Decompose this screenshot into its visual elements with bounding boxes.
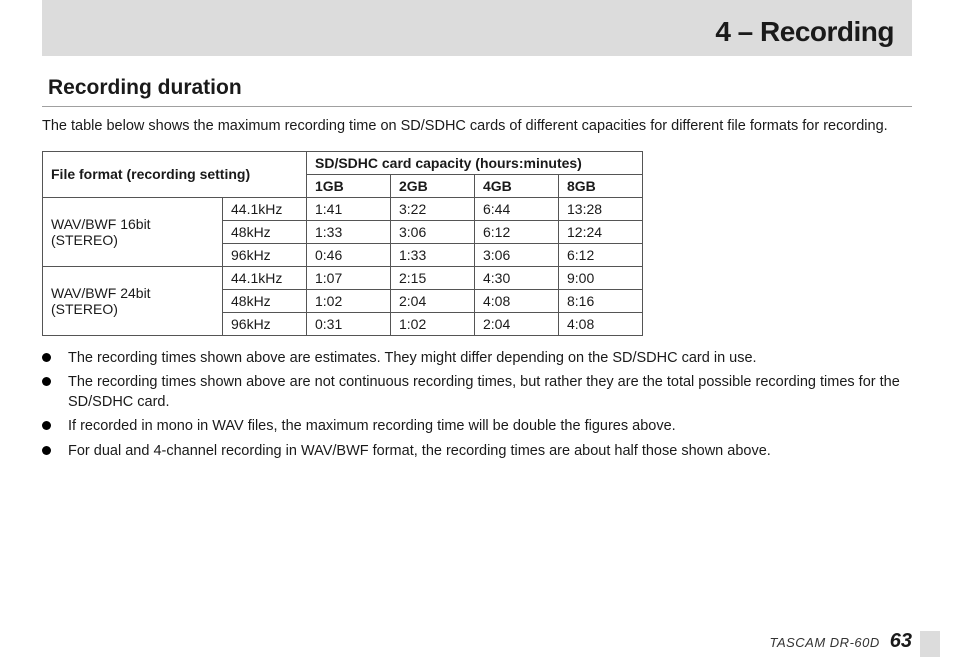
list-item: If recorded in mono in WAV files, the ma… [42, 416, 912, 436]
th-cap-2: 4GB [475, 174, 559, 197]
cell-rate: 96kHz [223, 312, 307, 335]
footer-model: TASCAM DR-60D [769, 635, 879, 650]
manual-page: 4 – Recording Recording duration The tab… [0, 0, 954, 671]
cell-val: 4:30 [475, 266, 559, 289]
cell-val: 1:02 [391, 312, 475, 335]
cell-val: 3:22 [391, 197, 475, 220]
cell-val: 13:28 [559, 197, 643, 220]
th-format: File format (recording setting) [43, 151, 307, 197]
cell-val: 4:08 [475, 289, 559, 312]
th-cap-1: 2GB [391, 174, 475, 197]
list-item: For dual and 4-channel recording in WAV/… [42, 441, 912, 461]
cell-val: 1:02 [307, 289, 391, 312]
recording-duration-table: File format (recording setting) SD/SDHC … [42, 151, 643, 336]
cell-val: 2:15 [391, 266, 475, 289]
table-header-row-1: File format (recording setting) SD/SDHC … [43, 151, 643, 174]
cell-val: 3:06 [391, 220, 475, 243]
footer-tab [920, 631, 940, 657]
cell-val: 2:04 [475, 312, 559, 335]
cell-val: 6:12 [559, 243, 643, 266]
section-title-wrap: Recording duration [42, 76, 912, 107]
bullet-icon [42, 353, 51, 362]
bullet-icon [42, 446, 51, 455]
bullet-icon [42, 377, 51, 386]
cell-val: 3:06 [475, 243, 559, 266]
cell-format-1: WAV/BWF 24bit (STEREO) [43, 266, 223, 335]
chapter-title: 4 – Recording [715, 16, 894, 48]
cell-val: 1:33 [307, 220, 391, 243]
footer-page-number: 63 [890, 630, 912, 653]
notes-list: The recording times shown above are esti… [42, 348, 912, 461]
cell-val: 0:46 [307, 243, 391, 266]
note-text: For dual and 4-channel recording in WAV/… [68, 443, 771, 459]
header-band: 4 – Recording [42, 0, 912, 56]
cell-val: 1:41 [307, 197, 391, 220]
cell-rate: 48kHz [223, 220, 307, 243]
cell-val: 2:04 [391, 289, 475, 312]
table-row: WAV/BWF 16bit (STEREO) 44.1kHz 1:41 3:22… [43, 197, 643, 220]
cell-val: 1:07 [307, 266, 391, 289]
cell-rate: 44.1kHz [223, 197, 307, 220]
page-footer: TASCAM DR-60D 63 [769, 630, 912, 653]
cell-val: 4:08 [559, 312, 643, 335]
note-text: The recording times shown above are esti… [68, 350, 757, 366]
bullet-icon [42, 421, 51, 430]
cell-val: 6:44 [475, 197, 559, 220]
cell-rate: 44.1kHz [223, 266, 307, 289]
cell-val: 1:33 [391, 243, 475, 266]
list-item: The recording times shown above are esti… [42, 348, 912, 368]
th-capacity: SD/SDHC card capacity (hours:minutes) [307, 151, 643, 174]
intro-text: The table below shows the maximum record… [42, 117, 912, 137]
cell-val: 0:31 [307, 312, 391, 335]
th-cap-3: 8GB [559, 174, 643, 197]
cell-val: 8:16 [559, 289, 643, 312]
note-text: The recording times shown above are not … [68, 374, 900, 410]
table-row: WAV/BWF 24bit (STEREO) 44.1kHz 1:07 2:15… [43, 266, 643, 289]
cell-format-0: WAV/BWF 16bit (STEREO) [43, 197, 223, 266]
th-cap-0: 1GB [307, 174, 391, 197]
cell-val: 9:00 [559, 266, 643, 289]
recording-table-wrap: File format (recording setting) SD/SDHC … [42, 151, 954, 336]
cell-val: 12:24 [559, 220, 643, 243]
cell-rate: 96kHz [223, 243, 307, 266]
list-item: The recording times shown above are not … [42, 372, 912, 413]
note-text: If recorded in mono in WAV files, the ma… [68, 418, 676, 434]
cell-rate: 48kHz [223, 289, 307, 312]
cell-val: 6:12 [475, 220, 559, 243]
section-title: Recording duration [48, 76, 912, 100]
